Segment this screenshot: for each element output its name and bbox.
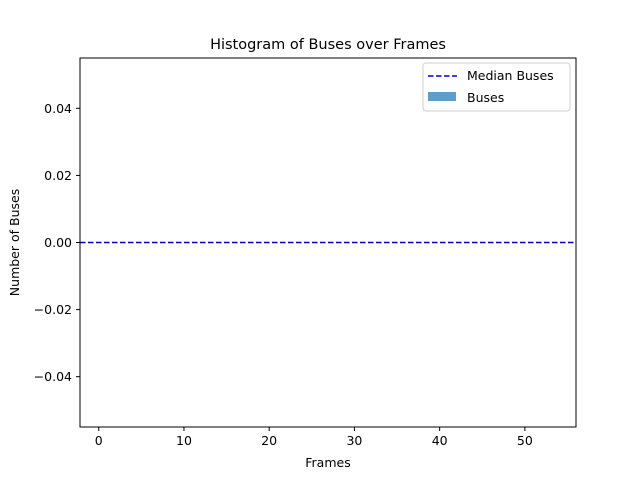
x-axis-label: Frames — [305, 455, 350, 470]
x-tick-label: 0 — [95, 433, 103, 448]
legend-buses-label: Buses — [467, 90, 504, 105]
plot-frame — [79, 57, 577, 428]
y-tick-label: 0.04 — [44, 101, 72, 116]
x-tick-label: 20 — [261, 433, 277, 448]
y-axis-ticks: 0.04 0.02 0.00 −0.02 −0.04 — [34, 101, 80, 384]
x-tick-label: 50 — [517, 433, 533, 448]
y-tick-label: 0.00 — [44, 235, 72, 250]
y-tick-label: 0.02 — [44, 168, 72, 183]
legend: Median Buses Buses — [422, 62, 571, 112]
y-tick-label: −0.04 — [34, 369, 72, 384]
chart-title: Histogram of Buses over Frames — [210, 37, 446, 53]
x-axis-ticks: 0 10 20 30 40 50 — [95, 427, 533, 448]
x-tick-label: 10 — [176, 433, 192, 448]
legend-box — [422, 62, 571, 112]
legend-median-label: Median Buses — [467, 68, 554, 83]
y-axis-label: Number of Buses — [7, 189, 22, 296]
x-tick-label: 30 — [346, 433, 362, 448]
y-tick-label: −0.02 — [34, 302, 72, 317]
legend-buses-swatch — [428, 92, 456, 101]
x-tick-label: 40 — [432, 433, 448, 448]
